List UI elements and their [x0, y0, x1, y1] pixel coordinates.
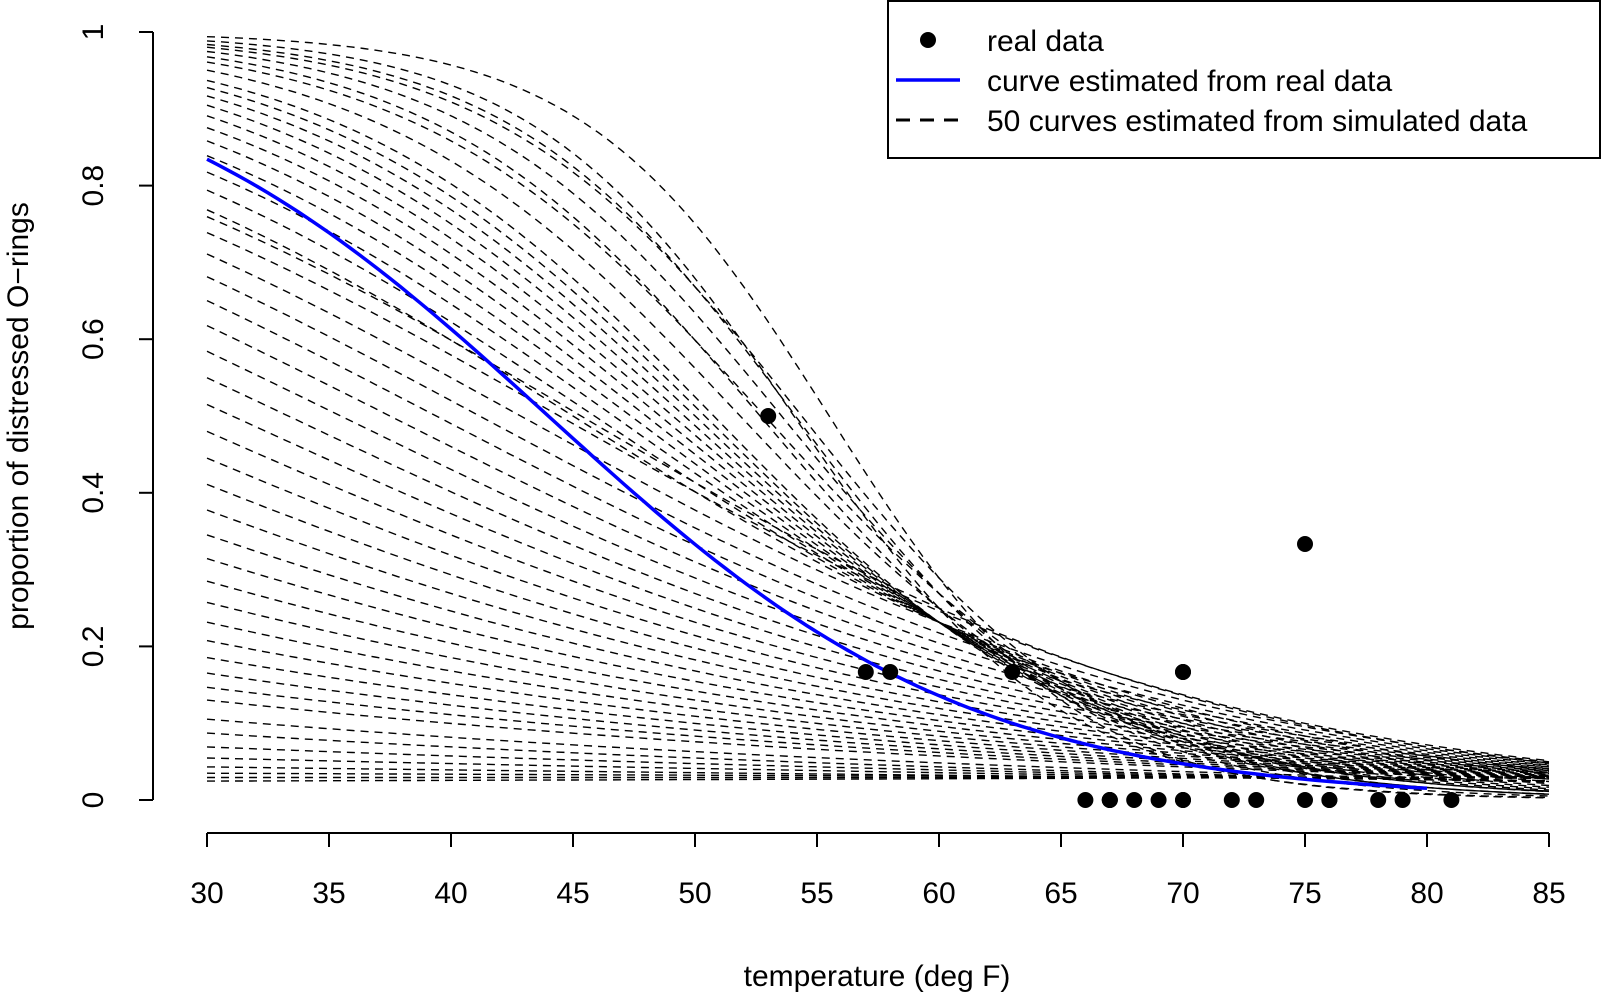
simulated-curve-16: [206, 155, 1550, 780]
data-point: [1297, 536, 1313, 552]
simulated-curves: [206, 36, 1550, 799]
y-tick-label: 0: [77, 792, 110, 809]
data-point: [857, 664, 874, 680]
legend: real data curve estimated from real data…: [887, 0, 1601, 159]
simulated-curve-32: [206, 509, 1550, 772]
simulated-curve-31: [206, 483, 1550, 772]
simulated-curve-1: [206, 36, 1550, 799]
simulated-curve-12: [206, 104, 1550, 788]
simulated-curve-22: [206, 253, 1550, 763]
simulated-curve-18: [206, 189, 1550, 774]
simulated-curve-7: [206, 61, 1550, 793]
simulated-curve-28: [206, 403, 1550, 769]
simulated-curve-3: [206, 43, 1550, 797]
fitted-curve-line: [206, 157, 1428, 790]
simulated-curve-35: [206, 580, 1550, 775]
simulated-curve-20: [206, 216, 1550, 764]
x-tick-label: 30: [190, 877, 223, 910]
data-point: [882, 664, 899, 680]
y-axis-title: proportion of distressed O−rings: [2, 202, 35, 630]
simulated-curve-21: [206, 231, 1550, 762]
simulated-curve-23: [206, 276, 1550, 764]
y-tick-label: 1: [77, 24, 110, 41]
x-axis-title: temperature (deg F): [744, 960, 1011, 992]
data-point: [1175, 664, 1191, 680]
simulated-curve-38: [206, 639, 1550, 777]
x-tick-label: 55: [800, 877, 833, 910]
simulated-curve-11: [206, 95, 1550, 790]
y-axis: 0 0.2 0.4 0.6 0.8 1: [77, 24, 154, 809]
legend-box: [887, 0, 1601, 159]
simulated-curve-44: [206, 732, 1550, 783]
x-tick-label: 65: [1044, 877, 1077, 910]
simulated-curve-24: [206, 299, 1550, 765]
simulated-curve-9: [206, 79, 1550, 792]
simulated-curve-17: [206, 171, 1550, 778]
x-tick-label: 50: [678, 877, 711, 910]
simulated-curve-19: [206, 209, 1550, 771]
simulated-curve-13: [206, 115, 1550, 787]
simulated-curve-8: [206, 69, 1550, 793]
simulated-curve-43: [206, 718, 1550, 782]
simulated-curve-42: [206, 699, 1550, 780]
data-point: [1394, 792, 1411, 808]
simulated-curve-14: [206, 127, 1550, 785]
data-point: [1175, 792, 1191, 808]
data-point: [1443, 792, 1460, 808]
x-tick-label: 80: [1410, 877, 1443, 910]
data-point: [1248, 792, 1265, 808]
simulated-curve-37: [206, 621, 1550, 776]
x-tick-label: 85: [1532, 877, 1565, 910]
simulated-curve-2: [206, 40, 1550, 799]
data-point: [1321, 792, 1338, 808]
y-tick-label: 0.4: [77, 472, 110, 514]
data-point: [1370, 792, 1387, 808]
simulated-curve-6: [206, 56, 1550, 795]
y-tick-label: 0.8: [77, 165, 110, 207]
simulated-curve-36: [206, 601, 1550, 776]
simulated-curve-25: [206, 324, 1550, 766]
simulated-curve-34: [206, 557, 1550, 774]
simulated-curve-33: [206, 534, 1550, 773]
real-data-points: [760, 408, 1460, 808]
data-point: [1077, 792, 1094, 808]
simulated-curve-39: [206, 656, 1550, 778]
simulated-curve-26: [206, 350, 1550, 767]
simulated-curve-4: [206, 46, 1550, 795]
simulated-curve-30: [206, 457, 1550, 771]
legend-label-real-data: real data: [987, 25, 1104, 58]
simulated-curve-10: [206, 86, 1550, 791]
data-point: [1004, 664, 1021, 680]
legend-point-marker: [920, 32, 936, 48]
x-tick-label: 75: [1288, 877, 1321, 910]
simulated-curve-5: [206, 50, 1550, 795]
simulated-curve-41: [206, 686, 1550, 779]
x-tick-label: 45: [556, 877, 589, 910]
y-tick-label: 0.6: [77, 318, 110, 360]
legend-label-simulated-curves: 50 curves estimated from simulated data: [987, 105, 1528, 138]
simulated-curve-40: [206, 672, 1550, 778]
data-point: [1126, 792, 1143, 808]
simulated-curve-15: [206, 140, 1550, 783]
x-tick-label: 40: [434, 877, 467, 910]
data-point: [1223, 792, 1240, 808]
x-tick-label: 60: [922, 877, 955, 910]
data-point: [1150, 792, 1167, 808]
x-tick-label: 70: [1166, 877, 1199, 910]
data-point: [1297, 792, 1313, 808]
data-point: [760, 408, 777, 424]
simulated-curve-29: [206, 430, 1550, 770]
y-tick-label: 0.2: [77, 626, 110, 668]
data-point: [1101, 792, 1118, 808]
x-axis: 30 35 40 45 50 55 60 65 70 75 80 85: [190, 832, 1566, 910]
legend-label-fitted-curve: curve estimated from real data: [987, 65, 1392, 98]
simulated-curve-27: [206, 377, 1550, 768]
x-tick-label: 35: [312, 877, 345, 910]
